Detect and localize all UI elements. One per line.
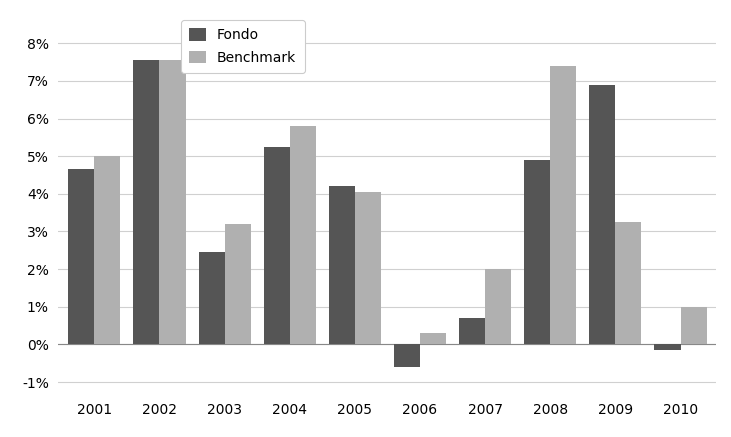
Bar xyxy=(224,224,251,344)
Bar xyxy=(94,156,121,344)
Bar xyxy=(68,169,94,344)
Bar xyxy=(355,192,381,344)
Bar xyxy=(681,307,707,344)
Bar xyxy=(485,269,511,344)
Bar xyxy=(394,344,420,367)
Bar xyxy=(459,318,485,344)
Bar xyxy=(329,186,355,344)
Bar xyxy=(420,333,446,344)
Legend: Fondo, Benchmark: Fondo, Benchmark xyxy=(181,20,305,73)
Bar xyxy=(199,252,224,344)
Bar xyxy=(133,60,159,344)
Bar xyxy=(589,85,616,344)
Bar xyxy=(289,126,316,344)
Bar xyxy=(264,147,289,344)
Bar xyxy=(654,344,681,350)
Bar xyxy=(524,160,550,344)
Bar xyxy=(159,60,186,344)
Bar xyxy=(616,222,642,344)
Bar xyxy=(550,66,576,344)
